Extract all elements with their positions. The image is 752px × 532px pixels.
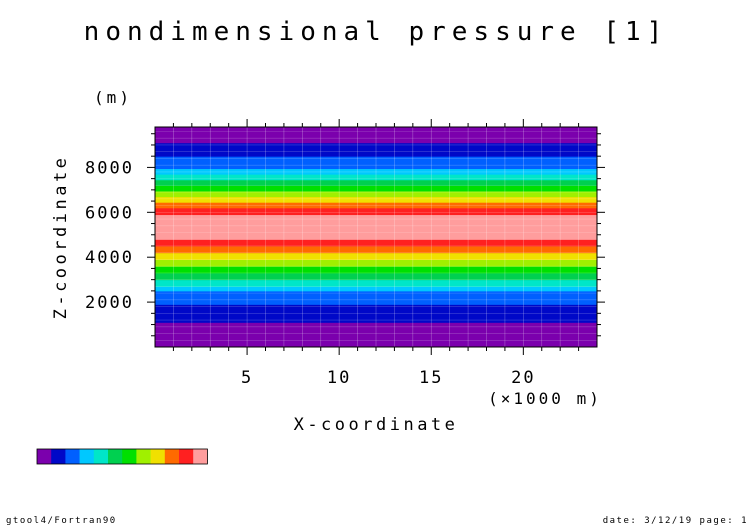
heatmap-band (155, 156, 597, 164)
colorbar-frame (36, 448, 208, 465)
x-tick-label: 5 (241, 368, 253, 388)
colorbar-swatch (108, 449, 123, 464)
colorbar-swatch (51, 449, 66, 464)
y-axis-label: Z-coordinate (51, 155, 71, 320)
colorbar-swatch (164, 449, 180, 464)
heatmap-band (155, 179, 597, 186)
y-tick-label: 4000 (85, 248, 134, 268)
heatmap-band (155, 297, 597, 305)
y-tick-label: 6000 (85, 203, 134, 223)
heatmap-band (155, 190, 597, 198)
footer-left: gtool4/Fortran90 (6, 516, 117, 526)
heatmap-band (155, 207, 597, 216)
heatmap-band (155, 196, 597, 203)
heatmap-band (155, 239, 597, 247)
heatmap-band (155, 252, 597, 260)
colorbar-swatch (93, 449, 109, 464)
heatmap-band (155, 286, 597, 292)
y-tick-label: 8000 (85, 158, 134, 178)
heatmap-band (155, 149, 597, 157)
heatmap-bands (155, 127, 597, 348)
chart-svg: nondimensional pressure [1] (m) 5 10 15 20 … (36, 17, 669, 465)
y-tick-labels: 2000 4000 6000 8000 (85, 158, 134, 313)
colorbar-swatch (37, 449, 52, 464)
colorbar-swatch (193, 449, 208, 464)
x-tick-label: 10 (327, 368, 351, 388)
colorbar-swatch (122, 449, 137, 464)
heatmap-band (155, 174, 597, 181)
heatmap-band (155, 266, 597, 274)
heatmap-band (155, 259, 597, 267)
heatmap-band (155, 322, 597, 332)
colorbar-swatch (136, 449, 151, 464)
heatmap-band (155, 202, 597, 209)
heatmap-band (155, 162, 597, 170)
heatmap-band (155, 304, 597, 314)
heatmap-band (155, 168, 597, 175)
x-unit-label: (×1000 m) (488, 389, 602, 408)
axis-ticks (147, 119, 605, 355)
heatmap-band (155, 272, 597, 281)
colorbar-swatch (79, 449, 95, 464)
y-unit-label: (m) (94, 88, 132, 107)
colorbar-swatch (65, 449, 80, 464)
chart-title: nondimensional pressure [1] (84, 17, 669, 47)
heatmap-band (155, 331, 597, 348)
grid-lines (155, 127, 597, 347)
heatmap-band (155, 214, 597, 240)
heatmap-band (155, 290, 597, 299)
heatmap-band (155, 127, 597, 144)
footer-right: date: 3/12/19 page: 1 (602, 516, 748, 526)
x-tick-label: 15 (419, 368, 443, 388)
heatmap-band (155, 245, 597, 254)
y-tick-label: 2000 (85, 293, 134, 313)
colorbar-swatch (150, 449, 166, 464)
heatmap-band (155, 142, 597, 150)
heatmap-band (155, 279, 597, 287)
x-tick-label: 20 (511, 368, 535, 388)
heatmap-band (155, 185, 597, 192)
x-tick-labels: 5 10 15 20 (241, 368, 535, 388)
colorbar-swatch (179, 449, 194, 464)
x-axis-label: X-coordinate (294, 415, 459, 435)
heatmap-band (155, 313, 597, 323)
colorbar (36, 448, 208, 465)
